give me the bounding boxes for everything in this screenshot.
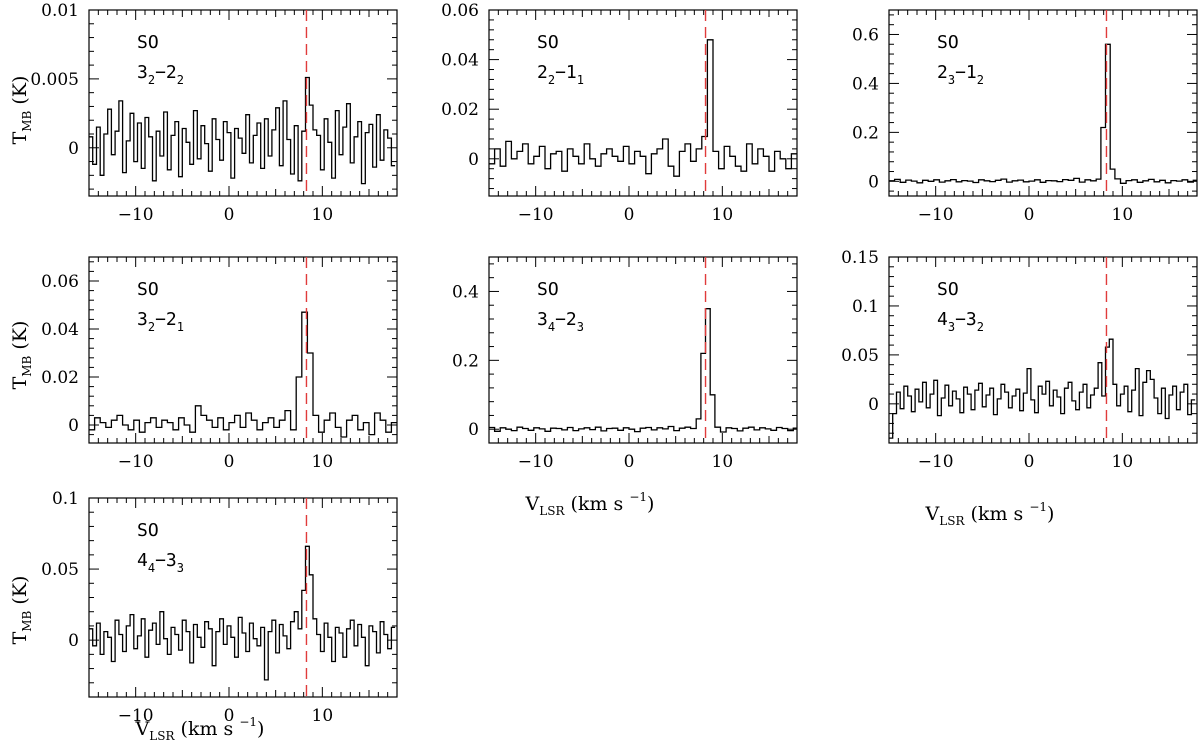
y-tick-label: 0 (68, 416, 79, 436)
y-tick-label: 0.4 (452, 282, 479, 302)
plot-frame (488, 256, 798, 444)
spectrum-panel: −10 0 10 0 0.02 0.04 0.06 SO 22−11 VLSR (km s −1) (441, 1, 798, 518)
plot-frame (88, 497, 398, 698)
x-tick-label: 0 (624, 452, 635, 472)
x-tick-label: 10 (1112, 205, 1134, 225)
x-axis-title: VLSR (km s −1) (135, 715, 265, 743)
plot-frame (488, 9, 798, 197)
y-axis-title: TMB (K) (9, 576, 34, 645)
x-tick-label: 10 (312, 205, 334, 225)
y-tick-label: 0 (868, 172, 879, 192)
species-label: SO (937, 32, 959, 53)
y-tick-label: 0.1 (852, 297, 879, 317)
species-label: SO (537, 32, 559, 53)
transition-label: 32−22 (137, 62, 184, 87)
y-tick-label: 0.6 (852, 25, 879, 45)
y-tick-label: 0.02 (441, 100, 479, 120)
x-tick-label: 0 (624, 205, 635, 225)
spectrum-line (89, 545, 396, 681)
x-axis-title: VLSR (km s −1) (925, 500, 1055, 528)
x-tick-label: 10 (712, 205, 734, 225)
species-label: SO (137, 32, 159, 53)
x-tick-label: −10 (918, 205, 954, 225)
transition-label: 43−32 (937, 309, 984, 334)
plot-frame (888, 9, 1198, 197)
x-tick-label: 0 (224, 706, 235, 726)
transition-label: 34−23 (537, 309, 584, 334)
transition-label: 22−11 (537, 62, 584, 87)
species-label: SO (937, 279, 959, 300)
y-tick-label: 0 (468, 420, 479, 440)
species-label: SO (137, 520, 159, 541)
plot-frame (88, 256, 398, 444)
y-tick-label: 0 (468, 150, 479, 170)
y-tick-label: 0 (68, 631, 79, 651)
spectrum-line (89, 76, 396, 185)
x-tick-label: −10 (118, 706, 154, 726)
spectrum-panel: −10 0 10 0 0.05 0.1 0.15 SO 43−32 (841, 248, 1198, 472)
x-tick-label: −10 (518, 205, 554, 225)
y-axis-title: TMB (K) (9, 321, 34, 390)
y-tick-label: 0 (868, 395, 879, 415)
spectrum-panel: −10 0 10 0 0.05 0.1 SO 44−33 TMB (K) VLSR (km s −… (9, 489, 398, 743)
transition-label: 23−12 (937, 62, 984, 87)
x-tick-label: 10 (312, 706, 334, 726)
y-axis-title: TMB (K) (9, 76, 34, 145)
y-tick-label: 0.2 (852, 123, 879, 143)
y-tick-label: 0.04 (441, 51, 479, 71)
y-tick-label: 0 (68, 139, 79, 159)
x-tick-label: 10 (712, 452, 734, 472)
plot-frame (88, 9, 398, 197)
x-tick-label: 10 (1112, 452, 1134, 472)
x-tick-label: −10 (118, 205, 154, 225)
spectrum-line (889, 43, 1197, 184)
y-tick-label: 0.05 (41, 560, 79, 580)
x-tick-label: 0 (1024, 452, 1035, 472)
x-tick-label: −10 (918, 452, 954, 472)
spectrum-line (489, 39, 797, 177)
plot-frame (888, 256, 1198, 444)
x-tick-label: 0 (224, 452, 235, 472)
x-tick-label: 0 (1024, 205, 1035, 225)
spectrum-panel: −10 0 10 0 0.005 0.01 SO 32−22 TMB (K) (9, 1, 398, 225)
spectrum-line (89, 311, 397, 438)
y-tick-label: 0.01 (41, 1, 79, 21)
y-tick-label: 0.02 (41, 368, 79, 388)
x-tick-label: 0 (224, 205, 235, 225)
y-tick-label: 0.1 (52, 489, 79, 509)
x-axis-title: VLSR (km s −1) (525, 490, 655, 518)
y-tick-label: 0.4 (852, 74, 879, 94)
y-tick-label: 0.2 (452, 351, 479, 371)
x-tick-label: 10 (312, 452, 334, 472)
transition-label: 44−33 (137, 550, 184, 575)
species-label: SO (137, 279, 159, 300)
spectrum-panel: −10 0 10 0 0.2 0.4 SO 34−23 (452, 256, 798, 472)
x-tick-label: −10 (518, 452, 554, 472)
spectrum-line (889, 338, 1196, 439)
y-tick-label: 0.06 (41, 272, 79, 292)
spectrum-panel: −10 0 10 0 0.02 0.04 0.06 SO 32−21 TMB (K) (9, 256, 398, 472)
transition-label: 32−21 (137, 309, 184, 334)
spectrum-line (489, 308, 797, 433)
y-tick-label: 0.15 (841, 248, 879, 268)
species-label: SO (537, 279, 559, 300)
x-tick-label: −10 (118, 452, 154, 472)
y-tick-label: 0.04 (41, 320, 79, 340)
y-tick-label: 0.005 (30, 70, 79, 90)
spectrum-panel: −10 0 10 0 0.2 0.4 0.6 SO 23−12 VLSR (km s −1) (852, 9, 1198, 528)
y-tick-label: 0.06 (441, 1, 479, 21)
y-tick-label: 0.05 (841, 346, 879, 366)
